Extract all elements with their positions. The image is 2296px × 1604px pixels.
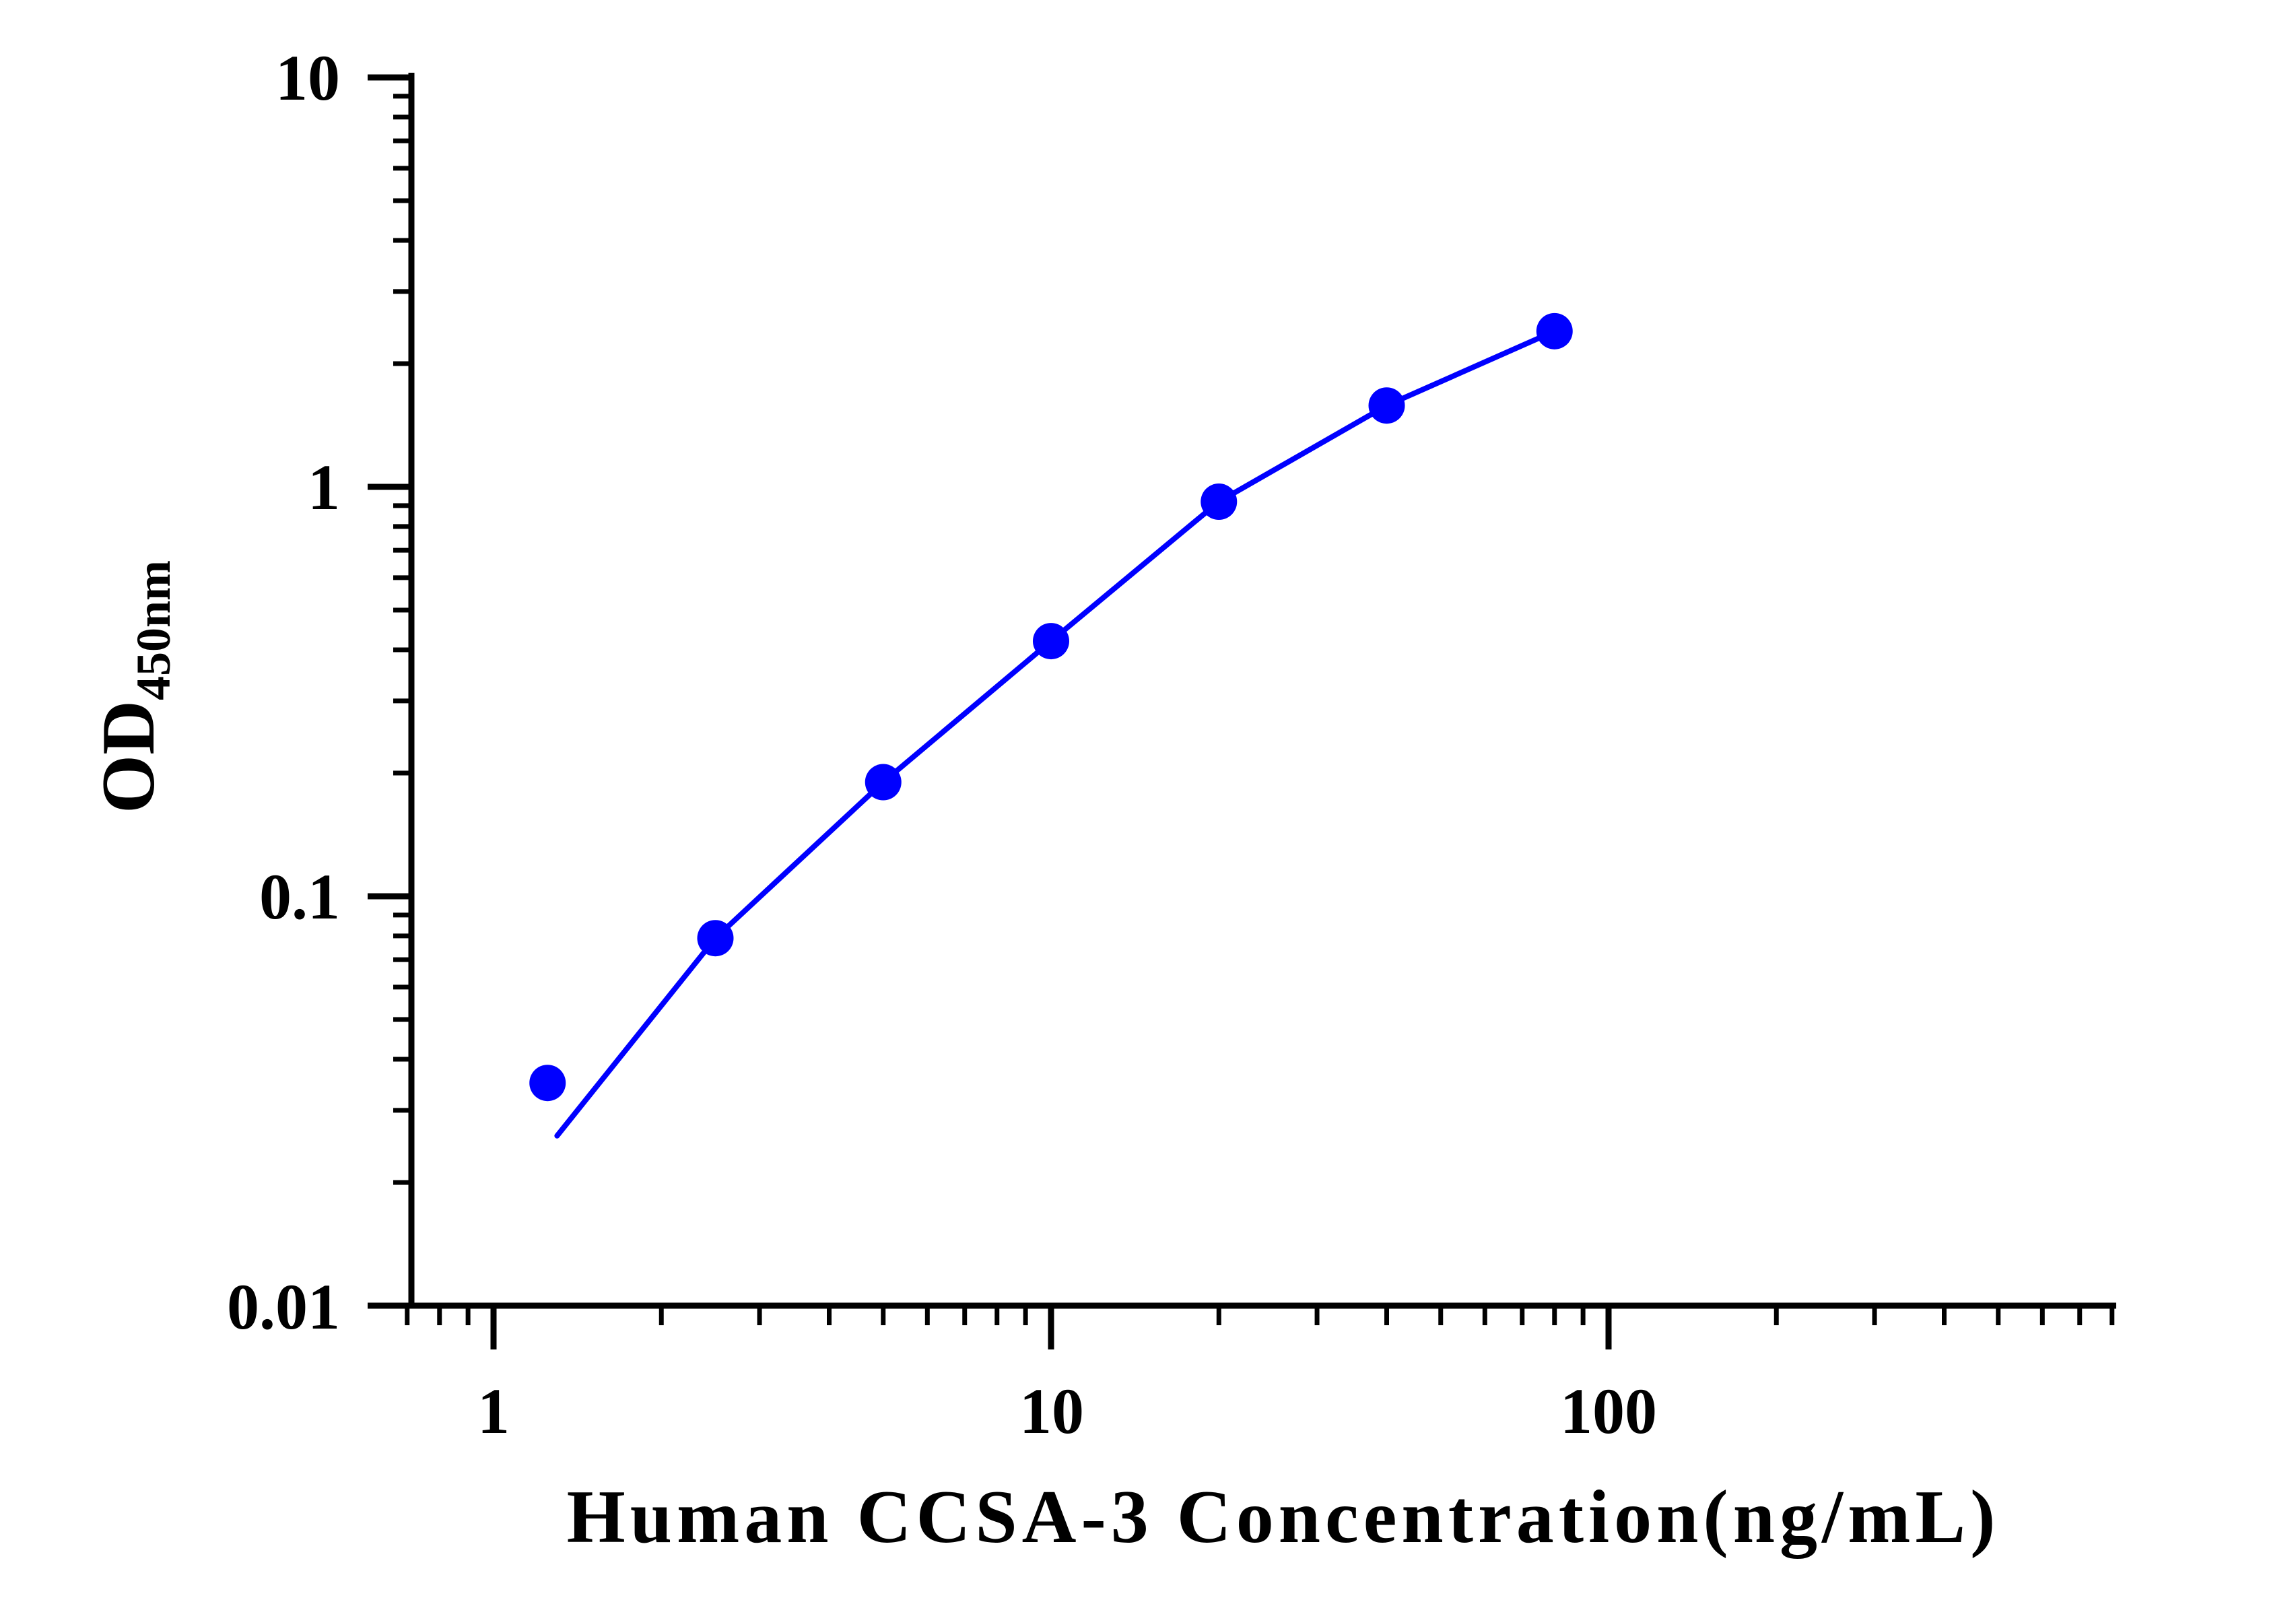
y-minor-ticks — [393, 94, 411, 1185]
fit-curve — [554, 328, 1557, 1139]
y-tick-label: 0.01 — [227, 1271, 340, 1343]
y-tick-label: 10 — [275, 42, 340, 114]
y-axis-title: OD450nm — [87, 560, 180, 813]
y-tick-label: 1 — [308, 451, 340, 523]
data-point — [1201, 483, 1238, 521]
plot-area — [529, 312, 1573, 1139]
data-points — [529, 312, 1573, 1102]
x-minor-ticks — [405, 1306, 2115, 1325]
x-major-ticks — [490, 1306, 1612, 1349]
y-tick-label: 0.1 — [259, 861, 340, 933]
data-point — [865, 764, 902, 801]
data-point — [1368, 387, 1405, 424]
y-major-ticks — [368, 74, 411, 1309]
data-point — [1033, 623, 1069, 660]
x-tick-labels: 1 10 100 — [477, 1375, 1657, 1447]
data-point — [529, 1065, 566, 1102]
y-axis-title-subscript: 450nm — [127, 560, 180, 700]
data-point — [1536, 312, 1573, 349]
y-axis-title-main: OD — [87, 700, 170, 813]
axes — [368, 73, 2116, 1349]
x-tick-label: 100 — [1560, 1375, 1657, 1447]
data-point — [697, 920, 734, 957]
x-axis-title: Human CCSA-3 Concentration(ng/mL) — [567, 1475, 2000, 1559]
x-tick-label: 10 — [1019, 1375, 1084, 1447]
y-tick-labels: 0.01 0.1 1 10 — [227, 42, 340, 1343]
x-tick-label: 1 — [477, 1375, 510, 1447]
